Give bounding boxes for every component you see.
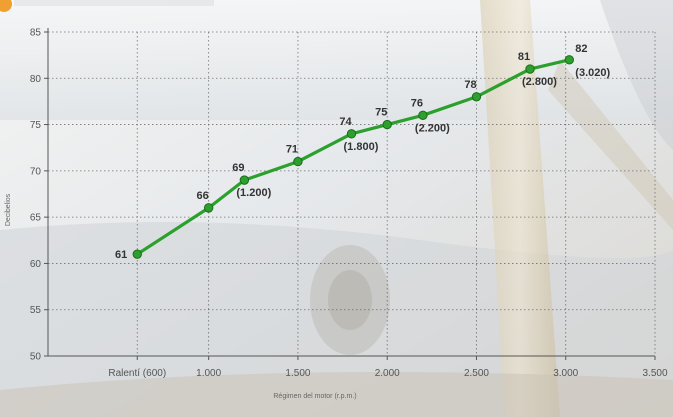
x-tick-label: 1.000 <box>196 368 221 379</box>
y-tick-label: 75 <box>30 120 42 131</box>
data-note-label: (2.200) <box>415 122 450 134</box>
data-labels: 61 66 69 (1.200) 71 74 (1.800) 75 76 (2.200) 78 81 (… <box>115 43 610 261</box>
data-label: 78 <box>464 79 476 91</box>
y-tick-label: 50 <box>30 352 42 363</box>
data-point <box>203 203 214 213</box>
data-note-label: (1.800) <box>344 141 379 153</box>
x-tick-label: 2.000 <box>375 368 400 379</box>
x-tick-labels: Ralentí (600) 1.000 1.500 2.000 2.500 3.000 3.… <box>108 368 668 379</box>
data-label: 69 <box>232 162 244 174</box>
x-tick-label: 2.500 <box>464 368 489 379</box>
data-note-label: (1.200) <box>236 187 271 199</box>
x-tick-label: 3.000 <box>553 368 578 379</box>
x-axis-label: Régimen del motor (r.p.m.) <box>273 393 356 400</box>
axes <box>44 28 656 360</box>
y-axis-label: Decibelios <box>5 193 12 226</box>
data-point <box>382 119 392 130</box>
data-label: 75 <box>375 107 387 119</box>
data-label: 81 <box>518 51 530 63</box>
x-tick-label: Ralentí (600) <box>108 368 166 379</box>
data-label: 66 <box>197 190 209 202</box>
y-tick-label: 65 <box>30 213 42 224</box>
x-tick-label: 3.500 <box>642 368 667 379</box>
data-point <box>346 129 357 139</box>
data-point <box>564 55 575 65</box>
data-note-label: (3.020) <box>575 67 610 79</box>
data-series <box>132 55 575 259</box>
x-tick-label: 1.500 <box>285 368 310 379</box>
y-tick-label: 60 <box>30 259 42 270</box>
data-label: 82 <box>575 43 587 55</box>
y-tick-label: 85 <box>30 28 42 39</box>
y-tick-label: 55 <box>30 305 42 316</box>
data-label: 71 <box>286 144 298 156</box>
data-point <box>132 249 142 259</box>
data-point <box>471 92 482 102</box>
data-label: 61 <box>115 249 127 261</box>
y-tick-label: 80 <box>30 74 42 85</box>
series-line <box>135 58 571 256</box>
data-label: 76 <box>411 97 423 109</box>
data-label: 74 <box>339 116 352 128</box>
y-tick-labels: 50 55 60 65 70 75 80 85 <box>30 28 42 363</box>
data-note-label: (2.800) <box>522 76 557 88</box>
data-point <box>293 156 303 167</box>
data-point <box>418 110 428 121</box>
data-point <box>239 175 250 185</box>
y-tick-label: 70 <box>30 166 42 177</box>
header-marker <box>0 0 214 12</box>
data-point <box>525 64 535 74</box>
